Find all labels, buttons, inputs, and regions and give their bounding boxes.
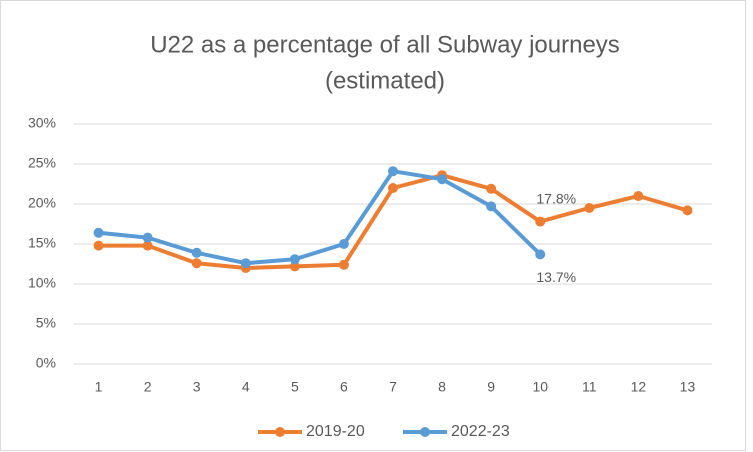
point [191, 247, 202, 258]
y-tick-label: 5% [36, 315, 56, 331]
point [486, 201, 497, 212]
point [191, 258, 202, 269]
x-tick-label: 2 [144, 379, 152, 395]
legend-label: 2022-23 [451, 423, 510, 440]
x-tick-label: 4 [242, 379, 250, 395]
point [93, 227, 104, 238]
data-label: 13.7% [536, 269, 576, 285]
x-tick-label: 13 [680, 379, 696, 395]
legend-marker [275, 427, 285, 437]
series-line [98, 169, 542, 266]
point [437, 174, 448, 185]
legend-marker [420, 427, 430, 437]
point [142, 232, 153, 243]
point [142, 240, 153, 251]
chart-subtitle: (estimated) [325, 67, 445, 94]
y-tick-label: 30% [28, 115, 56, 131]
point [682, 205, 693, 216]
x-tick-label: 5 [291, 379, 299, 395]
point [535, 216, 546, 227]
point [535, 249, 546, 260]
legend-label: 2019-20 [306, 423, 365, 440]
y-tick-label: 20% [28, 195, 56, 211]
y-tick-label: 15% [28, 235, 56, 251]
point [338, 239, 349, 249]
y-tick-label: 25% [28, 155, 56, 171]
x-tick-label: 3 [193, 379, 201, 395]
x-tick-label: 11 [582, 379, 597, 395]
point [584, 203, 595, 213]
point [388, 183, 398, 193]
point [633, 191, 644, 201]
x-tick-label: 10 [532, 379, 548, 395]
point [338, 259, 349, 270]
x-tick-label: 1 [95, 379, 103, 395]
point [289, 261, 300, 272]
x-tick-label: 7 [389, 379, 397, 395]
y-tick-label: 10% [28, 275, 56, 291]
point [388, 166, 398, 177]
data-label: 17.8% [536, 190, 576, 206]
y-tick-label: 0% [36, 355, 56, 371]
point [289, 254, 300, 265]
x-tick-label: 8 [438, 379, 446, 395]
point [486, 183, 497, 194]
point [93, 240, 104, 251]
chart-title: U22 as a percentage of all Subway journe… [150, 31, 620, 58]
x-tick-label: 9 [487, 379, 495, 395]
x-tick-label: 12 [631, 379, 647, 395]
point [240, 258, 251, 269]
x-tick-label: 6 [340, 379, 348, 395]
